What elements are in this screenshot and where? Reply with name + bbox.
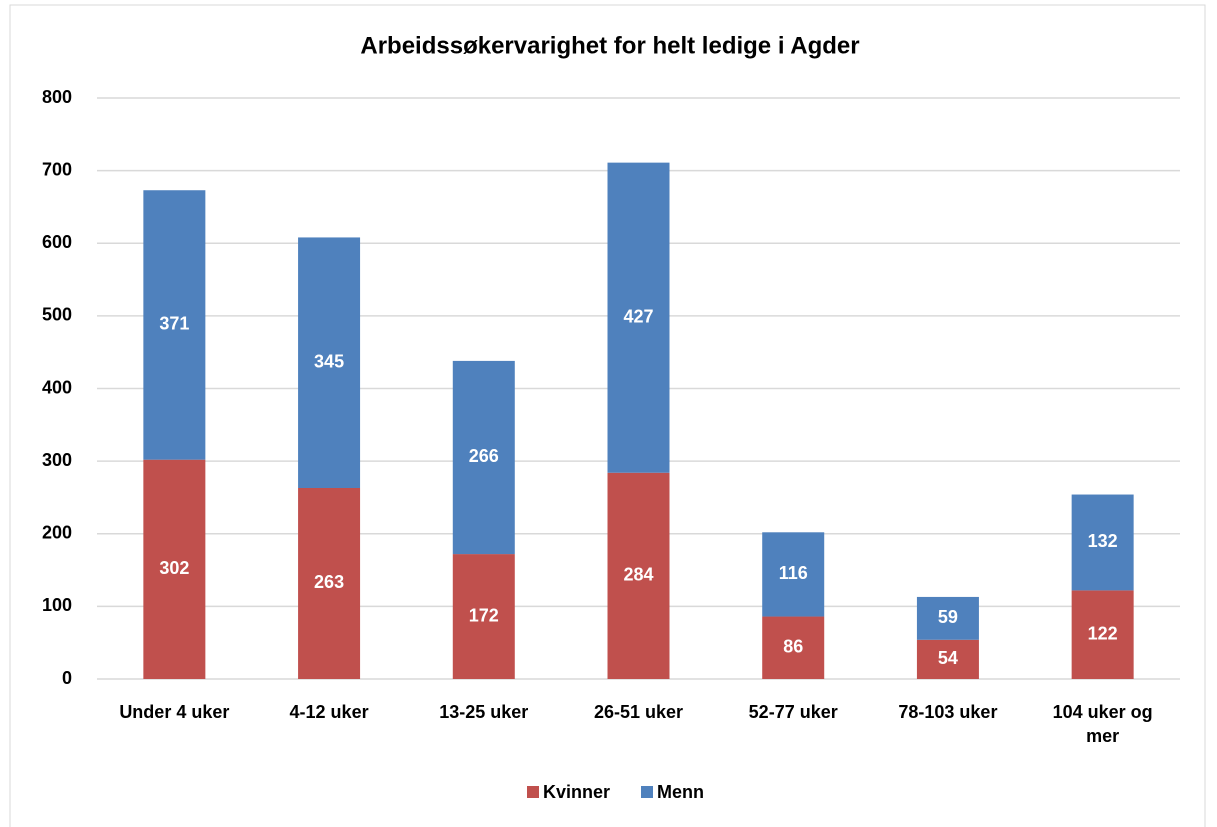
bar-segment <box>298 487 361 679</box>
y-tick-label: 600 <box>42 232 72 252</box>
bar-segment <box>607 162 670 473</box>
bar-segment <box>1071 494 1134 591</box>
data-label: 371 <box>159 314 189 334</box>
x-tick-label: Under 4 uker <box>119 702 230 722</box>
data-label: 122 <box>1088 623 1118 643</box>
chart-title: Arbeidssøkervarighet for helt ledige i A… <box>360 32 859 59</box>
y-tick-label: 500 <box>42 305 72 325</box>
x-tick-label: 52-77 uker <box>748 702 838 722</box>
y-tick-label: 0 <box>62 668 72 688</box>
data-label: 132 <box>1088 531 1118 551</box>
y-tick-label: 100 <box>42 595 72 615</box>
y-tick-label: 800 <box>42 87 72 107</box>
x-tick-label: 104 uker og mer <box>1052 702 1153 746</box>
legend-label: Menn <box>657 782 704 802</box>
y-tick-label: 300 <box>42 450 72 470</box>
data-label: 345 <box>314 351 344 371</box>
x-tick-label: 78-103 uker <box>898 702 998 722</box>
x-tick-label: 13-25 uker <box>439 702 529 722</box>
data-label: 59 <box>938 607 958 627</box>
bar-segment <box>143 459 206 679</box>
data-label: 54 <box>938 648 958 668</box>
bar-segment <box>298 237 361 488</box>
y-tick-label: 200 <box>42 523 72 543</box>
bar-segment <box>916 596 979 640</box>
bar-segment <box>1071 590 1134 679</box>
x-tick-label: 4-12 uker <box>289 702 369 722</box>
bar-segment <box>916 639 979 679</box>
y-tick-label: 400 <box>42 377 72 397</box>
data-label: 263 <box>314 572 344 592</box>
bar-segment <box>762 532 825 617</box>
bar-segment <box>607 472 670 679</box>
y-tick-label: 700 <box>42 159 72 179</box>
data-label: 86 <box>783 637 803 657</box>
bar-segment <box>762 616 825 679</box>
data-label: 172 <box>469 605 499 625</box>
data-label: 116 <box>779 563 808 583</box>
data-label: 266 <box>469 446 499 466</box>
data-label: 284 <box>623 565 653 585</box>
bar-segment <box>143 190 206 460</box>
bar-segment <box>452 360 515 555</box>
legend-label: Kvinner <box>543 782 610 802</box>
data-label: 427 <box>623 306 653 326</box>
legend-swatch <box>527 786 539 798</box>
legend-swatch <box>641 786 653 798</box>
data-label: 302 <box>159 558 189 578</box>
bar-segment <box>452 554 515 679</box>
x-tick-label: 26-51 uker <box>593 702 684 722</box>
